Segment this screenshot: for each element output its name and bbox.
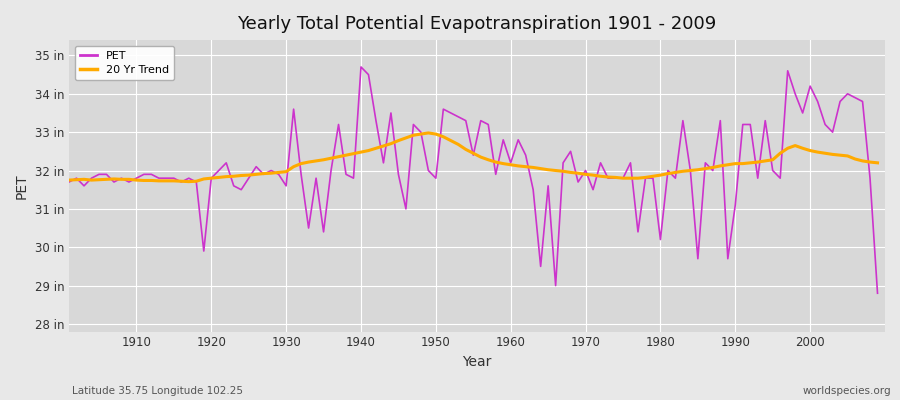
Y-axis label: PET: PET — [15, 173, 29, 199]
X-axis label: Year: Year — [463, 355, 491, 369]
Title: Yearly Total Potential Evapotranspiration 1901 - 2009: Yearly Total Potential Evapotranspiratio… — [238, 15, 716, 33]
Text: worldspecies.org: worldspecies.org — [803, 386, 891, 396]
Legend: PET, 20 Yr Trend: PET, 20 Yr Trend — [75, 46, 175, 80]
Text: Latitude 35.75 Longitude 102.25: Latitude 35.75 Longitude 102.25 — [72, 386, 243, 396]
